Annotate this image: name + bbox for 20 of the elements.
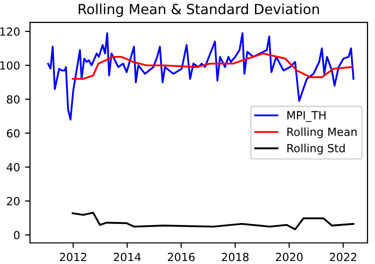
x-tick-label: 2020 [276,252,303,262]
legend-label: Rolling Std [287,144,345,154]
x-tick-label: 2018 [222,252,249,262]
y-tick-label: 120 [0,27,20,36]
y-tick-label: 100 [0,61,20,70]
x-tick-label: 2014 [114,252,141,262]
y-tick-label: 60 [6,129,20,138]
legend-label: MPI_TH [287,111,326,122]
x-tick-label: 2022 [330,252,356,262]
x-tick-label: 2016 [168,252,195,262]
line-series [47,32,354,121]
chart-title: Rolling Mean & Standard Deviation [78,4,319,17]
y-tick-label: 0 [14,230,20,240]
y-tick-label: 20 [6,196,20,206]
y-tick-label: 80 [6,95,20,104]
line-series [72,52,353,80]
line-series [72,212,354,230]
y-tick-label: 40 [6,163,20,172]
legend-label: Rolling Mean [287,127,357,138]
x-tick-label: 2012 [60,252,86,262]
